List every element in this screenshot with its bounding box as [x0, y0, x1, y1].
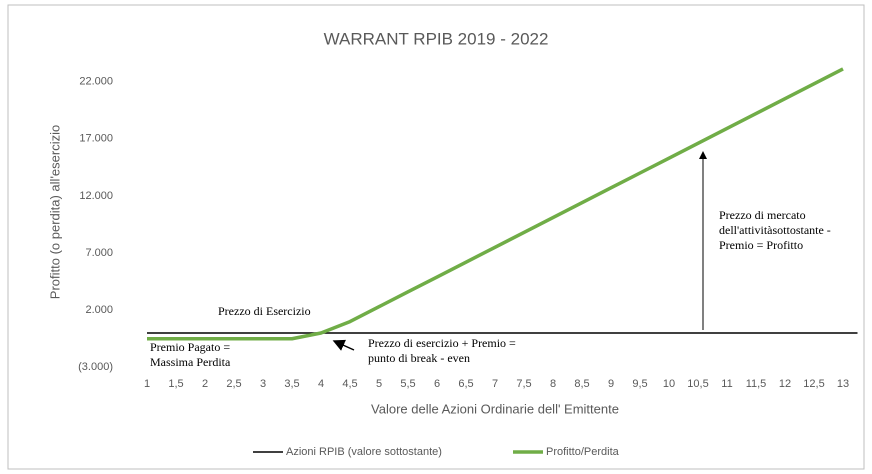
x-tick-label: 8,5	[574, 378, 589, 390]
y-tick-label: 12.000	[79, 190, 113, 202]
x-tick-label: 4	[318, 378, 324, 390]
chart-frame	[7, 4, 865, 470]
x-tick-label: 12,5	[803, 378, 824, 390]
annotation: dell'attivitàsottostante -	[719, 223, 831, 237]
x-tick-label: 1,5	[168, 378, 183, 390]
x-tick-label: 5,5	[400, 378, 415, 390]
x-tick-label: 11,5	[746, 378, 767, 390]
x-tick-label: 4,5	[342, 378, 357, 390]
x-tick-label: 1	[144, 378, 150, 390]
x-tick-label: 7	[492, 378, 498, 390]
annotation: Prezzo di esercizio + Premio =	[368, 336, 516, 350]
x-tick-label: 6,5	[458, 378, 473, 390]
y-axis-label: Profitto (o perdita) all'esercizio	[47, 125, 62, 299]
x-tick-label: 13	[837, 378, 849, 390]
x-tick-label: 5	[376, 378, 382, 390]
x-tick-label: 3,5	[284, 378, 299, 390]
x-tick-label: 10,5	[687, 378, 708, 390]
x-tick-label: 2,5	[226, 378, 241, 390]
y-tick-label: 2.000	[85, 304, 113, 316]
y-tick-label: 17.000	[79, 133, 113, 145]
x-tick-label: 10	[663, 378, 675, 390]
x-tick-label: 7,5	[516, 378, 531, 390]
x-axis-label: Valore delle Azioni Ordinarie dell' Emit…	[371, 401, 619, 416]
annotation: Prezzo di Esercizio	[218, 304, 311, 318]
x-tick-label: 9,5	[632, 378, 647, 390]
legend-label: Profitto/Perdita	[546, 446, 620, 458]
x-tick-label: 8	[550, 378, 556, 390]
annotation: Massima Perdita	[150, 355, 231, 369]
x-tick-label: 2	[202, 378, 208, 390]
series-line	[147, 67, 844, 341]
legend-label: Azioni RPIB (valore sottostante)	[286, 446, 442, 458]
x-tick-label: 9	[608, 378, 614, 390]
chart-title: WARRANT RPIB 2019 - 2022	[324, 29, 549, 48]
arrow	[332, 339, 355, 351]
y-tick-label: 22.000	[79, 75, 113, 87]
annotation: Premio Pagato =	[150, 340, 230, 354]
x-tick-label: 6	[434, 378, 440, 390]
y-tick-label: 7.000	[85, 247, 113, 259]
y-tick-label: (3.000)	[78, 361, 113, 373]
annotation: Prezzo di mercato	[719, 208, 806, 222]
annotation: Premio = Profitto	[719, 238, 803, 252]
x-tick-label: 11	[721, 378, 732, 390]
annotation: punto di break - even	[368, 351, 470, 365]
x-tick-label: 3	[260, 378, 266, 390]
x-tick-label: 12	[779, 378, 791, 390]
